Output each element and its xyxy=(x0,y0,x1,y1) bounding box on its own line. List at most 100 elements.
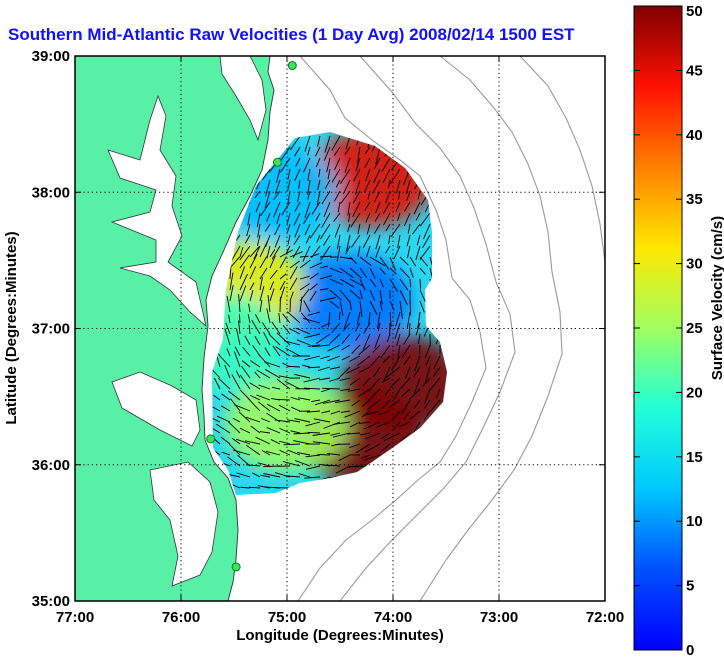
velocity-arrow xyxy=(419,245,431,260)
velocity-arrow xyxy=(323,146,331,161)
y-tick-label: 39:00 xyxy=(32,48,70,65)
velocity-arrow xyxy=(406,311,411,329)
velocity-arrow xyxy=(258,384,271,390)
velocity-arrow xyxy=(302,245,311,262)
velocity-arrow xyxy=(265,450,281,456)
velocity-arrow xyxy=(330,432,341,436)
velocity-arrow xyxy=(349,443,361,448)
velocity-arrow xyxy=(274,223,281,236)
velocity-arrow xyxy=(287,223,291,233)
velocity-arrow xyxy=(393,245,401,260)
velocity-arrow xyxy=(239,427,251,434)
velocity-arrow xyxy=(404,366,411,379)
velocity-arrow xyxy=(229,267,232,280)
velocity-arrow xyxy=(250,360,261,368)
velocity-arrow xyxy=(419,212,431,227)
colorbar-tick-label: 30 xyxy=(686,256,703,273)
velocity-arrow xyxy=(269,288,275,302)
velocity-arrow xyxy=(319,288,329,291)
velocity-arrow xyxy=(359,432,371,436)
velocity-arrow xyxy=(271,321,281,335)
colorbar-tick-label: 50 xyxy=(686,3,703,20)
velocity-arrow xyxy=(279,249,294,258)
velocity-arrow xyxy=(297,452,311,456)
velocity-arrow xyxy=(377,322,381,332)
velocity-arrow xyxy=(214,377,221,390)
velocity-arrow xyxy=(233,351,241,368)
velocity-arrow xyxy=(309,223,321,239)
velocity-arrow xyxy=(357,223,361,235)
chesapeake-bay xyxy=(107,94,207,328)
x-tick-label: 72:00 xyxy=(586,609,624,626)
velocity-arrow xyxy=(403,333,411,345)
velocity-arrow xyxy=(274,179,281,195)
velocity-arrow xyxy=(385,223,391,232)
velocity-arrow xyxy=(400,377,411,389)
velocity-arrow xyxy=(239,273,248,291)
velocity-arrow xyxy=(409,410,421,420)
velocity-arrow xyxy=(291,406,301,412)
velocity-arrow xyxy=(412,421,421,434)
velocity-arrow xyxy=(253,245,261,260)
velocity-arrow xyxy=(264,369,281,379)
velocity-arrow xyxy=(381,157,391,173)
velocity-arrow xyxy=(390,223,401,238)
velocity-arrow xyxy=(399,289,408,306)
velocity-arrow xyxy=(336,245,341,262)
velocity-arrow xyxy=(232,417,241,423)
velocity-arrow xyxy=(373,168,381,183)
velocity-arrow xyxy=(226,348,231,357)
velocity-arrow xyxy=(228,314,231,324)
velocity-arrow xyxy=(404,201,411,212)
velocity-arrow xyxy=(419,256,429,267)
velocity-arrow xyxy=(344,157,351,173)
velocity-arrow xyxy=(266,212,271,222)
velocity-arrow xyxy=(350,212,361,228)
velocity-arrow xyxy=(417,311,421,329)
velocity-arrow xyxy=(220,405,231,412)
velocity-arrow xyxy=(351,344,361,354)
velocity-arrow xyxy=(383,366,391,382)
velocity-arrow xyxy=(304,333,321,339)
velocity-arrow xyxy=(295,157,301,167)
velocity-arrow xyxy=(263,331,271,346)
velocity-arrow xyxy=(339,377,351,381)
velocity-arrow xyxy=(430,399,441,412)
velocity-arrow xyxy=(363,454,381,461)
velocity-arrow xyxy=(363,421,381,430)
velocity-arrow xyxy=(358,344,371,356)
velocity-arrow xyxy=(228,390,241,401)
velocity-arrow xyxy=(379,410,391,415)
velocity-arrow xyxy=(414,355,421,372)
velocity-arrow xyxy=(334,223,341,238)
velocity-arrow xyxy=(248,303,251,313)
velocity-arrow xyxy=(416,234,421,246)
grid-lines xyxy=(75,56,605,601)
velocity-arrow xyxy=(247,397,261,412)
velocity-arrow xyxy=(419,289,426,303)
velocity-arrow xyxy=(424,366,431,383)
velocity-arrow xyxy=(331,135,341,151)
velocity-arrow xyxy=(353,168,361,182)
velocity-arrow xyxy=(234,404,251,412)
velocity-arrow xyxy=(246,444,261,456)
velocity-arrow xyxy=(283,443,301,446)
velocity-arrow xyxy=(329,278,344,286)
velocity-arrow xyxy=(279,440,291,445)
y-tick-label: 36:00 xyxy=(32,457,70,474)
velocity-arrow xyxy=(305,465,321,470)
velocity-arrow xyxy=(399,421,411,428)
velocity-arrow xyxy=(401,344,411,358)
velocity-arrow xyxy=(317,179,321,190)
velocity-arrow xyxy=(238,320,241,335)
velocity-arrow xyxy=(315,212,321,222)
velocity-arrow xyxy=(258,401,271,412)
velocity-arrow xyxy=(362,333,371,350)
velocity-arrow xyxy=(293,440,311,445)
velocity-arrow xyxy=(347,223,351,233)
velocity-arrow xyxy=(379,278,384,288)
velocity-arrow xyxy=(224,364,231,379)
colorbar-tick-label: 25 xyxy=(686,320,703,337)
velocity-arrow xyxy=(344,410,361,418)
velocity-arrow xyxy=(375,201,381,214)
